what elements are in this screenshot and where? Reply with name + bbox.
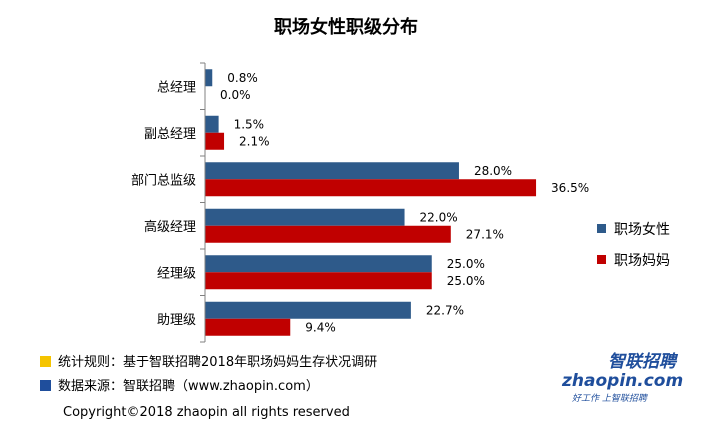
category-label: 高级经理 xyxy=(144,219,196,235)
bar-women xyxy=(205,115,219,133)
bar-women xyxy=(205,69,213,87)
bar-mothers xyxy=(205,225,451,243)
footer: 统计规则：基于智联招聘2018年职场妈妈生存状况调研 数据来源：智联招聘（www… xyxy=(40,355,377,420)
category-label: 助理级 xyxy=(157,313,196,328)
data-label: 1.5% xyxy=(234,117,264,131)
bar-mothers xyxy=(205,272,432,290)
data-label: 0.8% xyxy=(227,71,257,85)
data-label: 2.1% xyxy=(239,134,270,148)
bar-women xyxy=(205,162,459,180)
category-label: 部门总监级 xyxy=(131,173,196,188)
method-note: 统计规则：基于智联招聘2018年职场妈妈生存状况调研 xyxy=(58,355,377,370)
bar-women xyxy=(205,255,432,273)
category-label: 副总经理 xyxy=(144,127,196,142)
data-label: 28.0% xyxy=(474,164,512,178)
logo-brand-en: zhaopin.com xyxy=(561,371,683,391)
category-label: 总经理 xyxy=(157,80,196,95)
category-label: 经理级 xyxy=(157,266,196,281)
data-label: 22.7% xyxy=(426,303,464,317)
data-label: 27.1% xyxy=(466,227,504,241)
logo-brand-cn: 智联招聘 xyxy=(608,352,679,372)
source-marker xyxy=(40,380,51,391)
data-label: 22.0% xyxy=(420,210,458,224)
data-label: 25.0% xyxy=(447,257,485,271)
legend-label-mothers: 职场妈妈 xyxy=(614,253,670,269)
legend-swatch-women xyxy=(597,224,606,233)
chart-title: 职场女性职级分布 xyxy=(274,16,418,38)
data-label: 25.0% xyxy=(447,274,485,288)
bar-women xyxy=(205,301,411,319)
legend-swatch-mothers xyxy=(597,255,606,264)
source-note: 数据来源：智联招聘（www.zhaopin.com） xyxy=(58,379,319,394)
logo-slogan: 好工作 上智联招聘 xyxy=(572,393,648,404)
bar-mothers xyxy=(205,318,291,336)
data-label: 9.4% xyxy=(305,320,336,334)
legend-label-women: 职场女性 xyxy=(614,221,670,238)
bar-women xyxy=(205,208,405,226)
zhaopin-logo: 智联招聘 zhaopin.com 好工作 上智联招聘 xyxy=(561,352,683,404)
plot-area: 总经理 0.8% 0.0% 副总经理 1.5% 2.1% 部门总监级 28.0% 36.5% 高级… xyxy=(131,62,589,343)
data-label: 0.0% xyxy=(220,88,251,102)
copyright-text: Copyright©2018 zhaopin all rights reserv… xyxy=(63,405,350,420)
legend: 职场女性 职场妈妈 xyxy=(597,221,670,269)
bar-mothers xyxy=(205,179,537,197)
method-marker xyxy=(40,356,51,367)
data-label: 36.5% xyxy=(551,181,589,195)
bar-mothers xyxy=(205,132,225,150)
